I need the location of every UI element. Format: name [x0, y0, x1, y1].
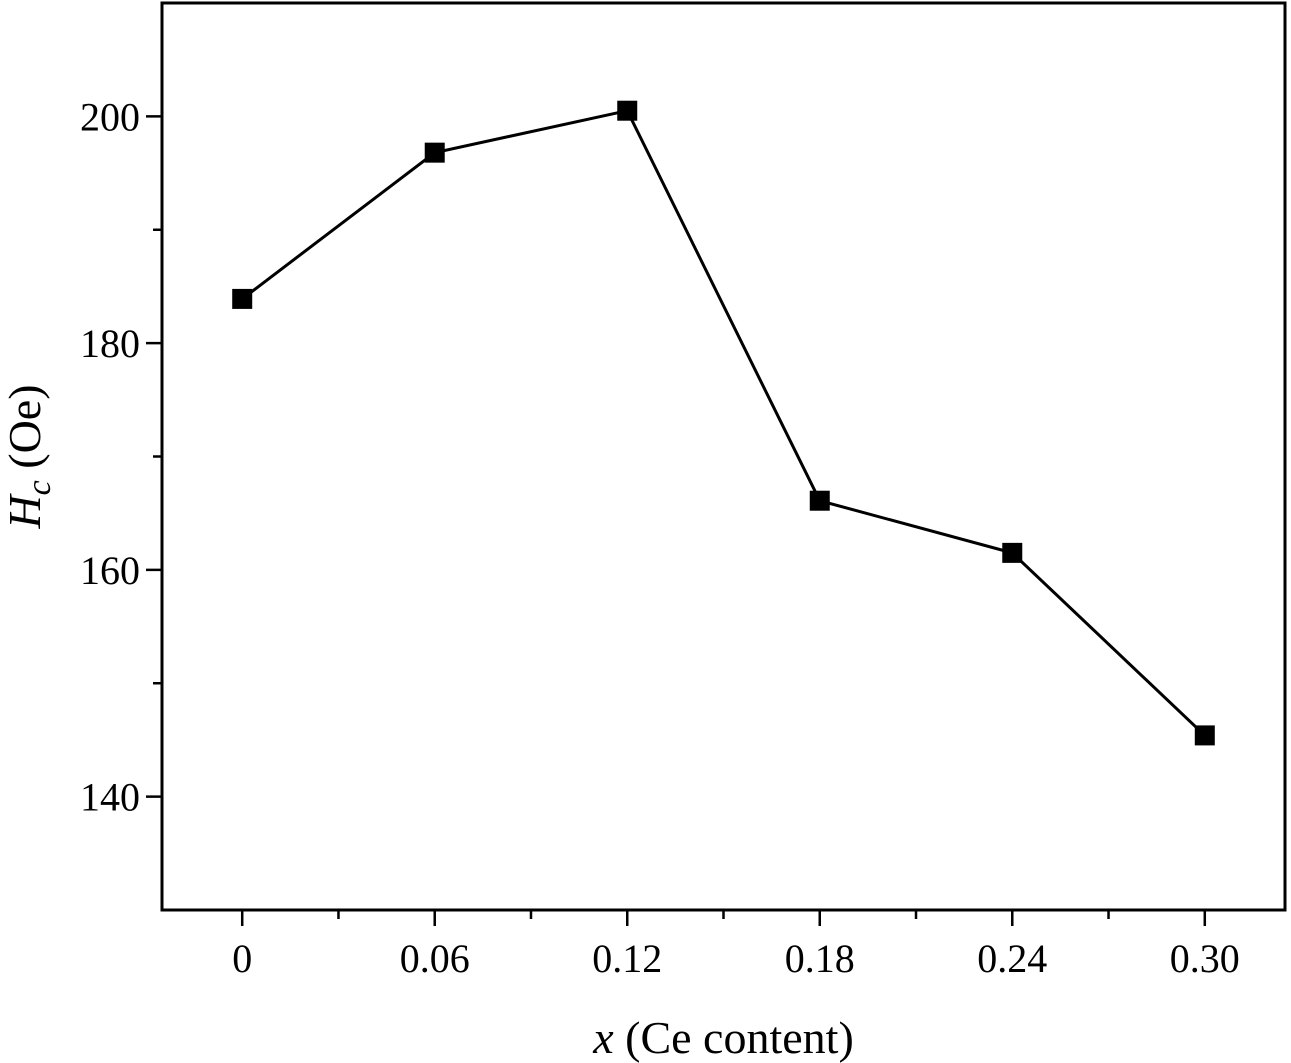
y-tick-label-0: 140 [80, 775, 140, 820]
series-layer [232, 100, 1215, 746]
data-point-2 [617, 100, 638, 121]
ticks-layer: 0 0.06 0.12 0.18 0.24 0.30 140 160 180 200 [80, 94, 1240, 981]
y-axis-label-rest: (Oe) [0, 384, 50, 480]
x-tick-label-4: 0.24 [977, 936, 1047, 981]
x-tick-label-2: 0.12 [592, 936, 662, 981]
data-point-4 [1002, 542, 1023, 563]
x-tick-label-5: 0.30 [1170, 936, 1240, 981]
y-tick-label-1: 160 [80, 548, 140, 593]
y-axis-label-var: H [0, 493, 50, 530]
y-axis-label: Hc (Oe) [0, 384, 58, 529]
y-axis-label-sub: c [21, 480, 58, 495]
data-point-3 [809, 490, 830, 511]
data-point-5 [1194, 725, 1215, 746]
data-point-0 [232, 288, 253, 309]
x-tick-label-3: 0.18 [785, 936, 855, 981]
x-tick-label-0: 0 [232, 936, 252, 981]
y-tick-label-2: 180 [80, 321, 140, 366]
series-line-0 [241, 108, 1206, 737]
x-axis-label: x (Ce content) [592, 1012, 854, 1063]
x-tick-label-1: 0.06 [400, 936, 470, 981]
plot-frame [160, 1, 1287, 912]
data-point-1 [424, 142, 445, 163]
y-tick-label-3: 200 [80, 94, 140, 139]
x-axis-label-var: x [592, 1012, 614, 1063]
labels-layer: x (Ce content) Hc (Oe) [0, 384, 854, 1063]
x-axis-label-rest: (Ce content) [614, 1012, 854, 1063]
